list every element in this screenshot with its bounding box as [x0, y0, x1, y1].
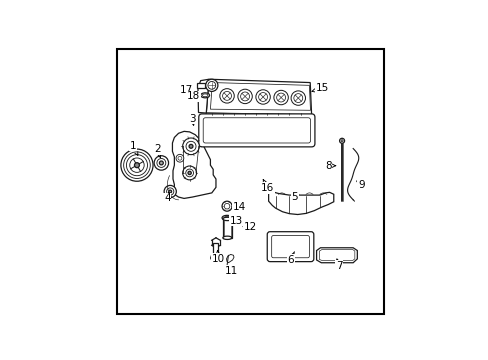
Bar [213, 243, 218, 254]
Circle shape [189, 144, 193, 148]
FancyBboxPatch shape [267, 232, 313, 262]
Text: 8: 8 [324, 161, 335, 171]
Circle shape [205, 79, 218, 91]
Circle shape [178, 156, 182, 160]
Circle shape [157, 158, 165, 167]
Bar [223, 219, 231, 238]
Circle shape [220, 89, 234, 103]
Circle shape [273, 90, 288, 105]
Text: 5: 5 [291, 192, 298, 202]
FancyBboxPatch shape [198, 114, 314, 147]
Polygon shape [198, 79, 208, 113]
Text: 13: 13 [230, 216, 243, 226]
Text: 7: 7 [335, 259, 342, 270]
Circle shape [134, 163, 139, 168]
Circle shape [224, 203, 229, 209]
Ellipse shape [224, 216, 230, 219]
Text: 4: 4 [164, 192, 170, 203]
Polygon shape [316, 248, 357, 263]
Text: 9: 9 [356, 180, 364, 190]
Text: 17: 17 [180, 85, 193, 95]
Text: 6: 6 [287, 252, 294, 265]
Text: 11: 11 [224, 266, 237, 276]
Polygon shape [205, 113, 311, 118]
Circle shape [126, 155, 147, 176]
Circle shape [168, 190, 171, 193]
Circle shape [166, 188, 173, 195]
Ellipse shape [223, 217, 231, 221]
Circle shape [164, 185, 176, 198]
Circle shape [185, 169, 193, 177]
Polygon shape [210, 254, 220, 262]
Text: 18: 18 [187, 91, 200, 102]
Polygon shape [268, 192, 333, 215]
Circle shape [159, 161, 163, 165]
Text: 2: 2 [154, 144, 161, 158]
Text: 3: 3 [189, 114, 195, 125]
Circle shape [237, 89, 252, 104]
Circle shape [255, 90, 270, 104]
Circle shape [207, 81, 215, 89]
Circle shape [123, 152, 150, 179]
Bar [224, 220, 230, 237]
Circle shape [339, 138, 344, 143]
Circle shape [222, 91, 231, 100]
Text: 14: 14 [232, 202, 245, 212]
Ellipse shape [223, 236, 231, 239]
Ellipse shape [222, 215, 232, 220]
Circle shape [183, 166, 196, 180]
Text: 12: 12 [243, 222, 257, 232]
Circle shape [185, 141, 196, 151]
Circle shape [258, 93, 267, 102]
Ellipse shape [200, 93, 209, 98]
Text: 1: 1 [129, 141, 138, 156]
Circle shape [340, 140, 343, 142]
Circle shape [154, 156, 168, 170]
Polygon shape [226, 255, 233, 263]
Circle shape [276, 93, 285, 102]
Polygon shape [172, 131, 216, 198]
Text: 10: 10 [212, 250, 225, 264]
Circle shape [129, 158, 144, 172]
Text: 15: 15 [311, 83, 328, 93]
Bar [196, 82, 205, 88]
Ellipse shape [202, 94, 207, 97]
Text: 16: 16 [260, 179, 273, 193]
Circle shape [293, 94, 302, 103]
Circle shape [240, 92, 249, 101]
Circle shape [222, 201, 232, 211]
Circle shape [121, 149, 153, 181]
Polygon shape [206, 79, 311, 115]
Circle shape [176, 154, 183, 162]
Circle shape [290, 91, 305, 105]
Circle shape [187, 171, 191, 175]
Circle shape [183, 138, 199, 155]
